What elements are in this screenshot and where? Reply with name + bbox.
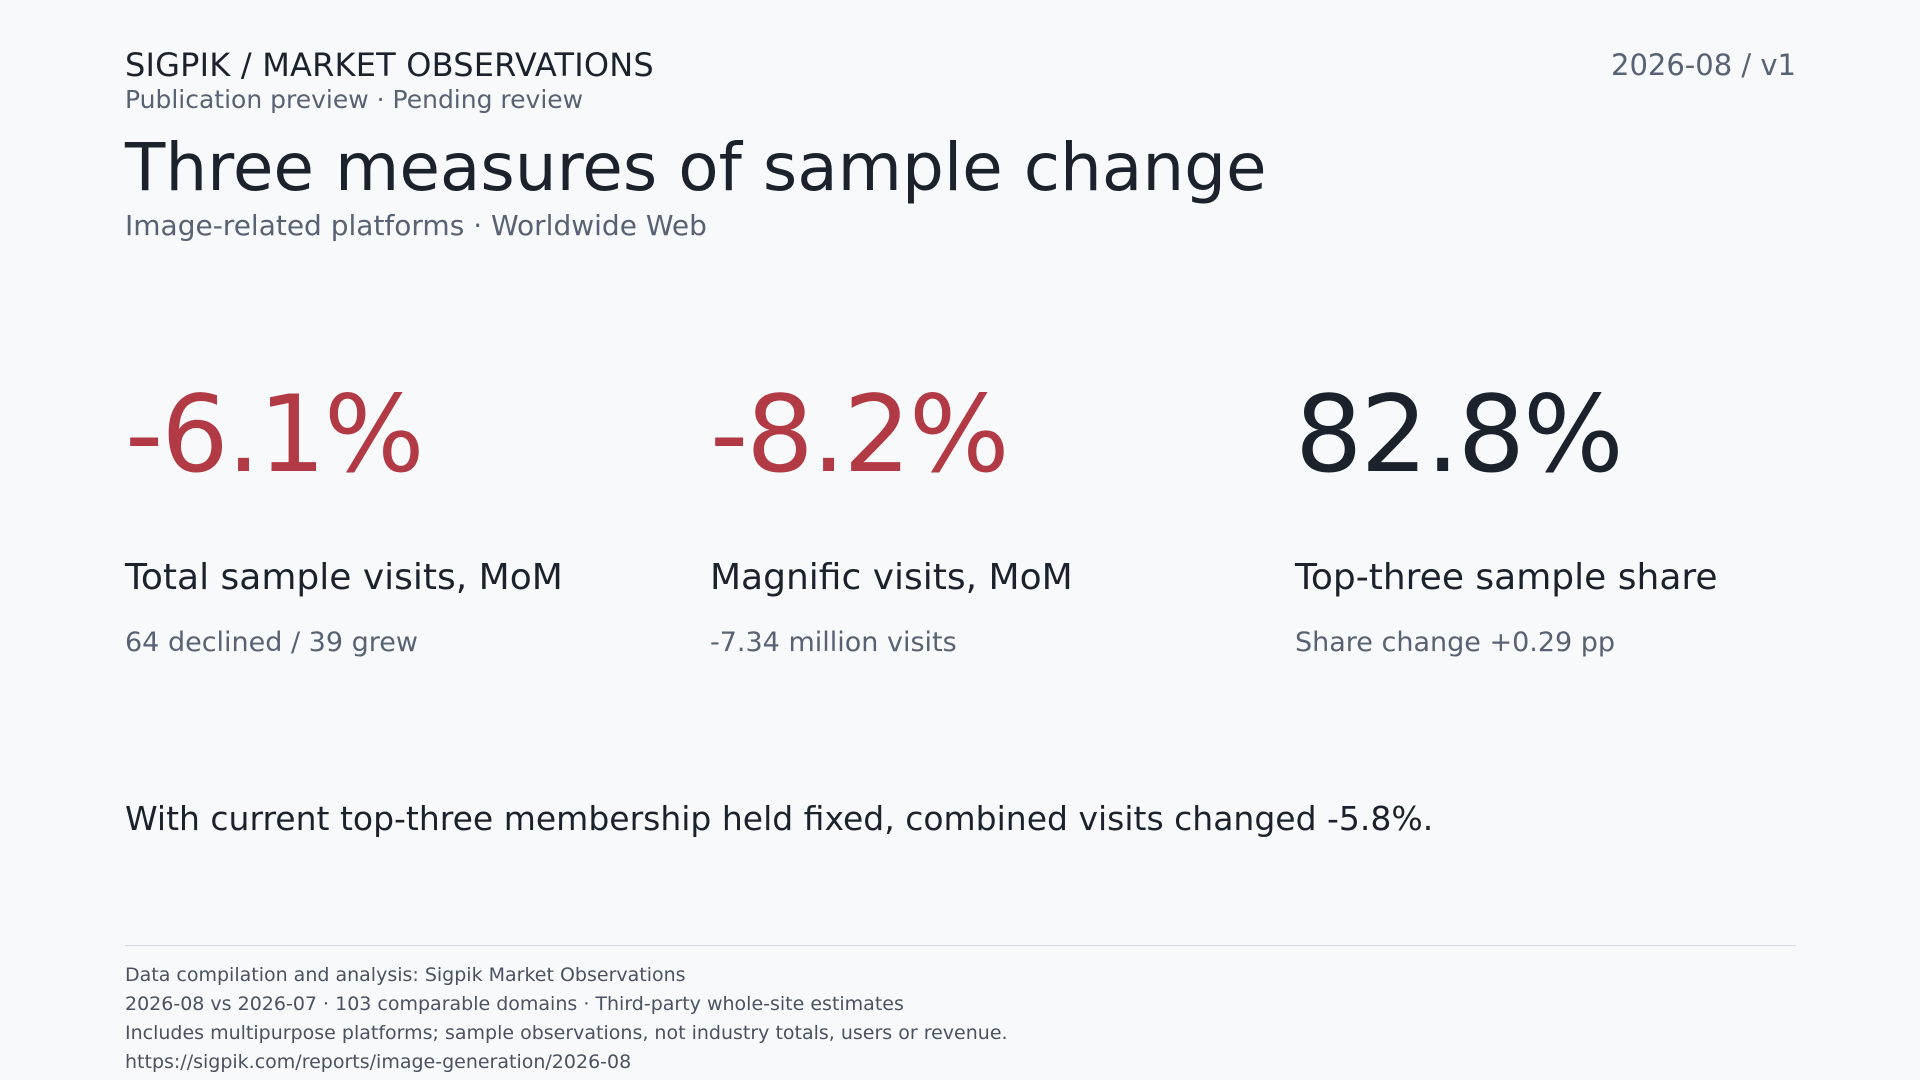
report-link[interactable]: https://sigpik.com/reports/image-generat… <box>125 1051 632 1073</box>
page-title: Three measures of sample change <box>125 129 1267 206</box>
metric-magnific-visits: -8.2% Magnific visits, MoM -7.34 million… <box>710 370 1270 658</box>
report-header: SIGPIK / MARKET OBSERVATIONS 2026-08 / v… <box>125 46 1796 84</box>
metric-detail: 64 declined / 39 grew <box>125 627 418 658</box>
page-subtitle: Image-related platforms · Worldwide Web <box>125 209 707 242</box>
report-version: 2026-08 / v1 <box>1611 48 1796 82</box>
footer-scope-line: Includes multipurpose platforms; sample … <box>125 1022 1008 1044</box>
metric-value: -8.2% <box>710 373 1010 496</box>
footer-source-line: Data compilation and analysis: Sigpik Ma… <box>125 964 686 986</box>
metric-total-visits: -6.1% Total sample visits, MoM 64 declin… <box>125 370 685 658</box>
footer: Data compilation and analysis: Sigpik Ma… <box>125 961 1008 1077</box>
metric-detail: -7.34 million visits <box>710 627 957 658</box>
metric-top-three-share: 82.8% Top-three sample share Share chang… <box>1295 370 1855 658</box>
metric-value: 82.8% <box>1295 373 1624 496</box>
publication-status: Publication preview · Pending review <box>125 85 584 114</box>
summary-note: With current top-three membership held f… <box>125 799 1434 838</box>
brand-name: SIGPIK / MARKET OBSERVATIONS <box>125 46 654 84</box>
report-page: SIGPIK / MARKET OBSERVATIONS 2026-08 / v… <box>125 0 1796 1080</box>
footer-divider <box>125 945 1796 946</box>
metric-label: Total sample visits, MoM <box>125 557 563 598</box>
metric-label: Magnific visits, MoM <box>710 557 1073 598</box>
metric-label: Top-three sample share <box>1295 557 1718 598</box>
metric-detail: Share change +0.29 pp <box>1295 627 1616 658</box>
metric-value: -6.1% <box>125 373 425 496</box>
footer-period-line: 2026-08 vs 2026-07 · 103 comparable doma… <box>125 993 904 1015</box>
